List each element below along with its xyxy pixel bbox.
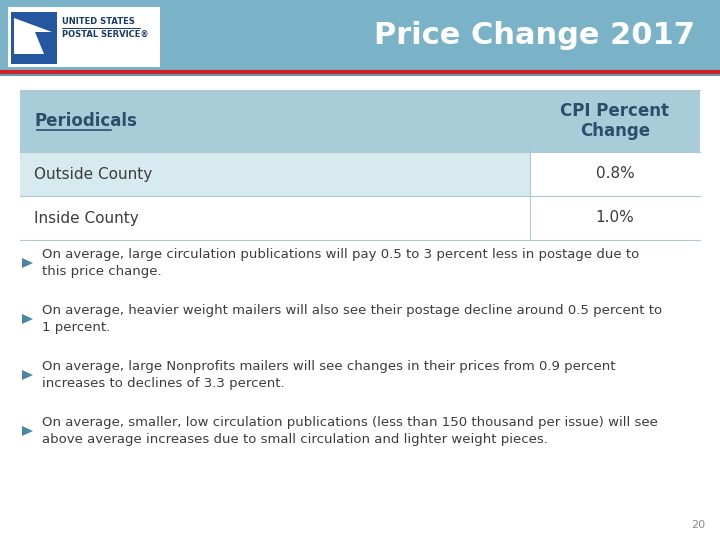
Text: POSTAL SERVICE®: POSTAL SERVICE®: [62, 30, 148, 38]
Bar: [530, 152, 700, 196]
Bar: [530, 196, 700, 240]
Text: Price Change 2017: Price Change 2017: [374, 22, 695, 51]
Text: UNITED STATES: UNITED STATES: [62, 17, 135, 26]
Bar: [0, 0, 720, 72]
Text: 1.0%: 1.0%: [595, 211, 634, 226]
Polygon shape: [22, 426, 33, 436]
Bar: [20, 196, 530, 240]
Text: 0.8%: 0.8%: [595, 166, 634, 181]
Polygon shape: [22, 370, 33, 380]
Polygon shape: [14, 18, 52, 54]
Text: Periodicals: Periodicals: [34, 112, 137, 130]
Bar: [20, 90, 700, 152]
Text: On average, smaller, low circulation publications (less than 150 thousand per is: On average, smaller, low circulation pub…: [42, 416, 658, 446]
Bar: [20, 152, 530, 196]
Text: 20: 20: [691, 520, 705, 530]
Polygon shape: [22, 258, 33, 268]
Text: On average, large circulation publications will pay 0.5 to 3 percent less in pos: On average, large circulation publicatio…: [42, 248, 639, 278]
Text: CPI Percent
Change: CPI Percent Change: [560, 102, 670, 140]
Text: Inside County: Inside County: [34, 211, 139, 226]
Bar: [8, 7, 160, 67]
Text: Outside County: Outside County: [34, 166, 152, 181]
Text: On average, large Nonprofits mailers will see changes in their prices from 0.9 p: On average, large Nonprofits mailers wil…: [42, 360, 616, 390]
Bar: [11, 12, 57, 64]
Polygon shape: [22, 314, 33, 324]
Text: On average, heavier weight mailers will also see their postage decline around 0.: On average, heavier weight mailers will …: [42, 304, 662, 334]
